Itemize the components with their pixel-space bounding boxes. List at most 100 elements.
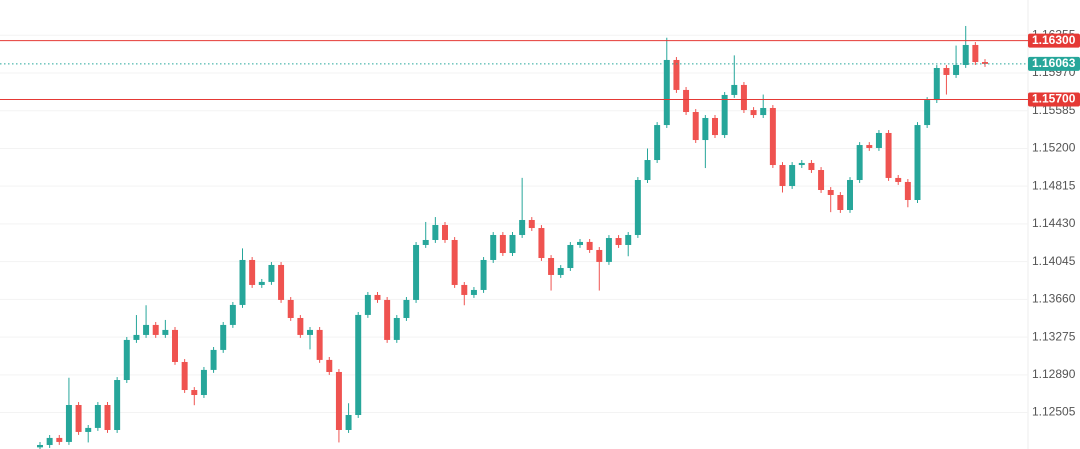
candle-body [287,299,294,318]
candle-body [789,165,796,186]
candle-body [326,359,333,372]
candle-body [422,239,429,245]
candle-body [798,162,805,166]
candle-body [818,170,825,191]
candle-body [172,329,178,362]
candle-body [278,264,285,300]
candle-body [779,165,786,186]
candle-body [760,107,767,116]
y-tick-label: 1.14430 [1032,216,1076,230]
candle-body [393,317,400,340]
candle-body [181,361,188,391]
candle-body [85,427,92,432]
candle-body [364,294,371,315]
candle-body [933,68,940,101]
candle-body [509,234,516,254]
candle-body [904,181,911,201]
candle-body [519,219,526,235]
candle-body [924,100,931,126]
candle-body [65,405,72,442]
candle-body [470,289,477,295]
candle-body [557,268,564,275]
candle-body [200,369,207,396]
candle-body [943,68,950,75]
candle-body [837,195,844,210]
candle-body [740,84,747,111]
candle-body [982,62,988,64]
y-tick-label: 1.13660 [1032,292,1076,306]
candle-body [683,89,690,113]
candle-body [94,405,101,428]
candle-body [104,405,111,430]
candle-body [673,59,680,90]
candle-body [143,324,150,335]
candle-body [413,244,420,300]
candle-body [866,145,873,148]
candle-body [625,234,632,245]
candle-body [567,244,574,269]
candle-body [345,414,352,430]
candle-body [114,380,121,430]
candle-body [731,84,738,95]
price-label-box [1028,92,1080,107]
candle-body [432,224,439,240]
y-tick-label: 1.12890 [1032,367,1076,381]
candle-body [461,284,468,295]
candle-body [654,125,661,161]
candle-body [847,180,853,210]
price-label: 1.15700 [1032,92,1076,106]
price-label: 1.16063 [1032,56,1076,70]
candle-body [374,294,381,300]
y-tick-label: 1.15200 [1032,141,1076,155]
candle-body [615,238,622,245]
candle-body [384,299,391,340]
candle-body [316,329,323,360]
candle-body [403,299,410,318]
candle-body [663,59,670,126]
candle-body [335,371,342,430]
candle-body [37,444,43,448]
candle-body [229,304,236,325]
candle-body [577,241,583,245]
price-label-box [1028,56,1080,71]
candle-body [769,107,776,166]
candle-body [46,437,53,445]
candle-body [75,405,82,432]
candle-body [307,329,313,335]
candle-body [721,94,728,136]
candle-body [258,281,265,285]
y-tick-label: 1.14045 [1032,254,1076,268]
candle-body [490,234,497,260]
candle-body [895,177,902,182]
candle-body [808,162,815,171]
candle-body [538,228,545,259]
candle-body [528,219,535,229]
candle-body [133,334,140,340]
candle-body [548,258,555,275]
price-label-box [1028,33,1080,48]
candle-body [972,44,979,63]
candle-body [451,239,458,285]
candle-body [249,259,256,285]
candle-body [885,132,892,178]
candle-body [712,117,718,136]
candle-body [875,132,882,148]
candle-body [914,125,921,201]
candle-body [692,112,699,141]
candle-body [239,259,246,305]
candle-body [355,314,362,415]
candle-body [210,349,217,370]
candle-body [605,238,612,262]
candle-body [268,264,275,282]
candle-body [191,390,198,396]
candle-body [596,249,603,262]
y-tick-label: 1.14815 [1032,178,1076,192]
candle-body [220,324,227,350]
candle-body [644,160,651,181]
candle-body [152,324,159,335]
candle-body [634,180,641,235]
candle-body [480,259,487,290]
